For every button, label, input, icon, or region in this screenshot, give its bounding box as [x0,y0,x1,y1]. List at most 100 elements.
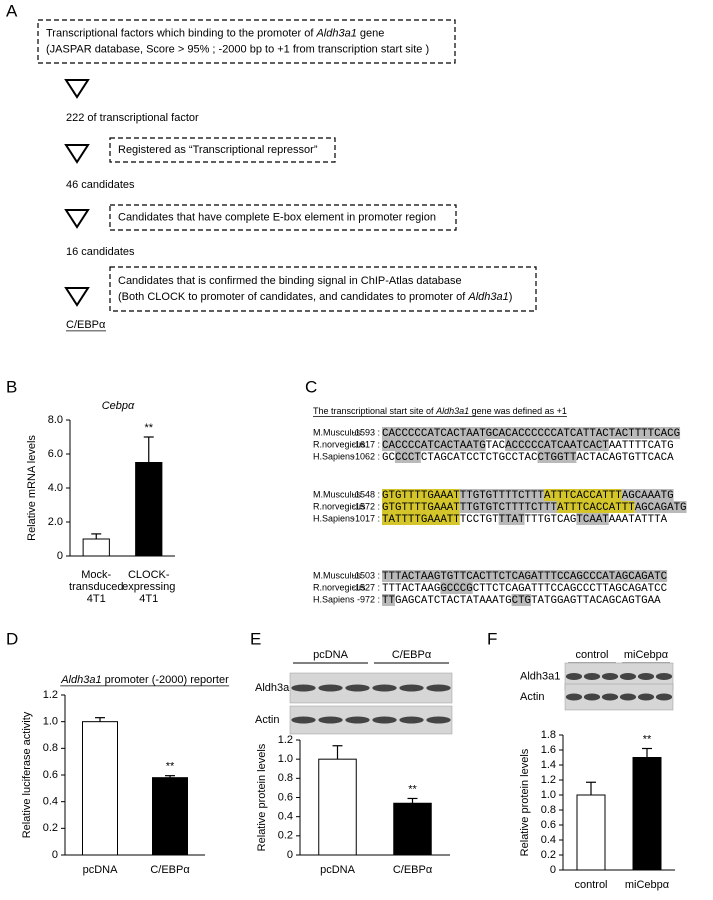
blot-row-label: Aldh3a1 [255,682,295,694]
y-tick-label: 1.0 [278,753,293,765]
filter-box [109,204,457,231]
blot-band [583,673,601,680]
y-tick-label: 0.6 [43,769,58,781]
blot-group-label: pcDNA [313,649,349,661]
x-tick-label: C/EBPα [393,864,433,876]
y-tick-label: 0.6 [541,819,556,831]
y-tick-label: 0.8 [541,804,556,816]
sequence-highlight [556,501,635,513]
bar [576,794,606,871]
blot-band [399,716,424,724]
sequence-highlight [634,501,687,513]
blot-row-label: Actin [520,691,544,703]
blot-band [637,693,655,701]
species-label: H.Sapiens [313,451,355,461]
text-part: The transcriptional start site of [313,406,436,416]
text-part: Registered as “Transcriptional repressor… [118,144,318,156]
result-text: 46 candidates [66,179,135,191]
y-tick-label: 0.4 [278,811,293,823]
position-label: -972 : [357,594,380,604]
species-label: R.norvegicus [313,582,366,592]
filter-box [109,137,336,163]
text-part: Transcriptional factors which binding to… [46,27,316,39]
y-tick-label: 0.2 [541,849,556,861]
text-part: Candidates that have complete E-box elem… [118,211,436,223]
bar [152,777,188,856]
filter-text: (Both CLOCK to promoter of candidates, a… [118,291,512,303]
chart-title: Cebpα [102,400,135,412]
x-tick-label: CLOCK- [128,569,170,581]
y-axis-label: Relative mRNA levels [26,435,38,541]
filter-text: Registered as “Transcriptional repressor… [118,144,318,156]
sequence: TATTTTGAAATTTCCTGTTTATTTTGTCAGTCAATAAATA… [382,514,668,526]
blot-row-label: Actin [255,714,279,726]
sequence-highlight [382,513,460,525]
y-tick-label: 0.4 [541,834,556,846]
x-tick-label: Mock- [81,569,111,581]
alignment-title: The transcriptional start site of Aldh3a… [313,406,567,416]
blot-group-label: C/EBPα [392,649,432,661]
blot-band [583,693,601,701]
y-axis-label: Relative luciferase activity [21,711,33,838]
sequence-highlight [382,427,681,439]
bar [393,802,432,856]
y-tick-label: 0.8 [278,772,293,784]
sequence-highlight [621,489,674,501]
species-label: R.norvegicus [313,439,366,449]
sequence-highlight [382,439,486,451]
filter-text: (JASPAR database, Score > 95% ; -2000 bp… [46,43,429,55]
x-tick-label: transduced [69,581,123,593]
panel-label: D [6,629,18,648]
blot-band [291,716,316,724]
y-tick-label: 0 [550,864,556,876]
filter-text: Candidates that is confirmed the binding… [118,275,462,287]
sequence-highlight [440,582,473,594]
blot-band [399,684,424,692]
species-label: M.Musculus [313,489,362,499]
blot-band [619,693,637,701]
sequence-highlight [459,501,557,513]
blot-band [565,673,583,680]
y-tick-label: 0.6 [278,791,293,803]
x-tick-label: 4T1 [139,593,158,605]
blot-membrane [289,672,453,704]
blot-band [318,684,343,692]
text-part: Aldh3a1 [315,27,356,39]
sequence-highlight [511,594,532,606]
sequence-highlight [382,594,395,606]
y-tick-label: 0 [57,550,63,562]
species-label: H.Sapiens [313,594,355,604]
sequence: GTGTTTTGAAATTTGTGTCTTTTCTTTATTTCACCATTTA… [382,502,687,514]
sequence-highlight [537,451,577,463]
blot-membrane [564,683,674,711]
x-tick-label: miCebpα [625,879,670,891]
text-part: Aldh3a1 [435,406,469,416]
significance: ** [144,422,153,434]
y-tick-label: 0 [52,849,58,861]
sequence-highlight [382,570,668,582]
sequence-highlight [576,513,609,525]
bar [82,538,110,557]
filter-box [37,19,456,64]
y-tick-label: 1.2 [43,689,58,701]
bar [632,757,662,871]
panel-label: F [487,629,497,648]
down-arrow [64,287,90,307]
blot-band [318,716,343,724]
y-tick-label: 1.0 [43,716,58,728]
text-part: Cebpα [102,400,135,412]
result-text: 16 candidates [66,246,135,258]
blot-band [291,684,316,692]
x-tick-label: control [574,879,607,891]
chart-title: Aldh3a1 promoter (-2000) reporter [60,674,229,686]
position-label: -1527 : [352,582,380,592]
y-tick-label: 1.2 [278,734,293,746]
blot-band [426,716,451,724]
position-label: -1503 : [352,570,380,580]
text-part: (JASPAR database, Score > 95% ; -2000 bp… [46,43,429,55]
sequence-highlight [382,501,460,513]
y-tick-label: 1.4 [541,759,556,771]
blot-membrane [289,705,453,735]
blot-band [345,716,370,724]
y-tick-label: 0 [287,849,293,861]
